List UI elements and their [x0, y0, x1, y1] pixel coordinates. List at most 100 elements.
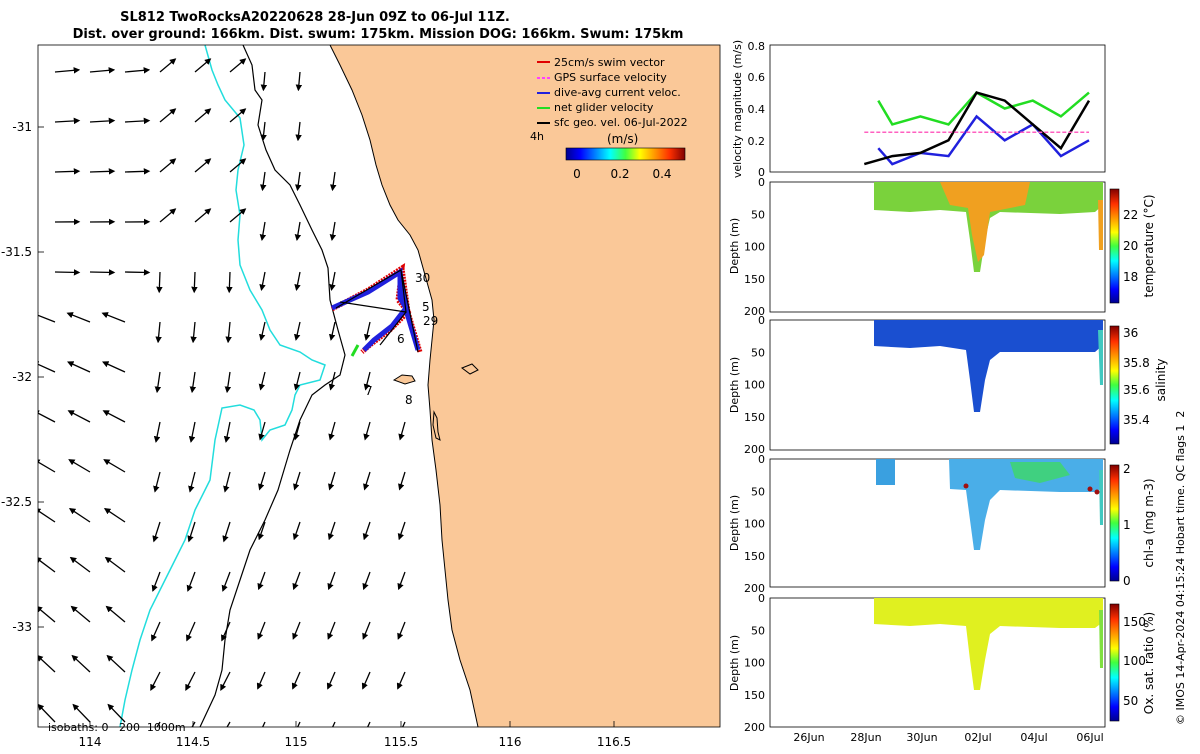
colorbar-tick: 0.4 [652, 167, 671, 181]
map-y-tick: -32 [12, 370, 32, 384]
chl-peak-marker [1095, 490, 1100, 495]
temperature-panel: 22 20 18 temperature (°C) [770, 182, 1156, 312]
map-y-tick: -31.5 [1, 245, 32, 259]
date-tick: 28Jun [850, 731, 881, 744]
date-tick: 04Jul [1020, 731, 1047, 744]
map-x-tick: 116.5 [597, 735, 631, 749]
cbar-tick: 35.4 [1123, 413, 1150, 427]
depth-ylabel: Depth (m) [728, 635, 741, 691]
depth-ylabel: Depth (m) [728, 495, 741, 551]
map-y-ticks: -31 -31.5 -32 -32.5 -33 [1, 120, 32, 634]
cbar-label: Ox. sat. ratio (%) [1142, 612, 1156, 714]
depth-tick: 100 [744, 379, 765, 392]
depth-tick: 50 [751, 624, 765, 637]
hours-label: 4h [530, 130, 544, 143]
credit-text: © IMOS 14-Apr-2024 04:15:24 Hobart time.… [1174, 411, 1187, 725]
day-label: 29 [423, 314, 438, 328]
depth-ylabel: Depth (m) [728, 357, 741, 413]
cbar-tick: 35.6 [1123, 383, 1150, 397]
cbar-tick: 20 [1123, 239, 1138, 253]
chl-peak-marker [964, 484, 969, 489]
depth-tick: 0 [758, 176, 765, 189]
day-label: 30 [415, 271, 430, 285]
oxygen-colorbar [1110, 604, 1119, 721]
map-panel: 30 5 29 6 7 8 114 114.5 115 115.5 116 11… [1, 45, 720, 749]
map-x-tick: 115.5 [384, 735, 418, 749]
date-tick: 06Jul [1076, 731, 1103, 744]
title-line-2: Dist. over ground: 166km. Dist. swum: 17… [73, 27, 684, 42]
chlorophyll-panel: 2 1 0 chl-a (mg m-3) [770, 459, 1156, 588]
velocity-y-ticks: 0 0.2 0.4 0.6 0.8 [748, 40, 766, 179]
legend-label: sfc geo. vel. 06-Jul-2022 [554, 116, 688, 129]
speed-colorbar [566, 148, 685, 160]
map-x-tick: 114 [79, 735, 102, 749]
depth-tick: 50 [751, 208, 765, 221]
date-tick: 26Jun [793, 731, 824, 744]
depth-tick: 50 [751, 346, 765, 359]
legend-label: 25cm/s swim vector [554, 56, 665, 69]
temperature-colorbar [1110, 189, 1119, 303]
map-x-tick: 116 [499, 735, 522, 749]
depth-tick: 0 [758, 453, 765, 466]
title-line-1: SL812 TwoRocksA20220628 28-Jun 09Z to 06… [120, 10, 510, 25]
cbar-tick: 35.8 [1123, 356, 1150, 370]
cbar-tick: 50 [1123, 694, 1138, 708]
oxygen-panel: 150 100 50 Ox. sat. ratio (%) [770, 598, 1156, 727]
velocity-arrow [125, 272, 149, 273]
depth-tick: 150 [744, 273, 765, 286]
day-label: 7 [365, 384, 373, 398]
cbar-label: chl-a (mg m-3) [1142, 478, 1156, 567]
velocity-arrow [194, 272, 195, 292]
date-tick: 02Jul [964, 731, 991, 744]
isobaths-label: isobaths: 0 200 1000m [48, 721, 186, 734]
map-x-tick: 115 [285, 735, 308, 749]
colorbar-tick: 0 [573, 167, 581, 181]
legend-label: dive-avg current veloc. [554, 86, 681, 99]
velocity-arrow [90, 171, 114, 172]
velocity-arrow [229, 272, 230, 292]
colorbar-unit: (m/s) [607, 132, 638, 146]
vel-y-tick: 0.6 [748, 71, 766, 84]
velocity-arrow [159, 272, 160, 292]
velocity-ylabel: velocity magnitude (m/s) [731, 40, 744, 178]
velocity-arrow [125, 171, 149, 172]
cbar-tick: 1 [1123, 518, 1131, 532]
vel-y-tick: 0.8 [748, 40, 766, 53]
depth-tick: 0 [758, 314, 765, 327]
map-x-ticks: 114 114.5 115 115.5 116 116.5 [79, 735, 632, 749]
cbar-tick: 2 [1123, 462, 1131, 476]
map-y-tick: -32.5 [1, 495, 32, 509]
date-ticks: 26Jun 28Jun 30Jun 02Jul 04Jul 06Jul [793, 731, 1103, 744]
day-label: 5 [422, 300, 430, 314]
depth-tick: 200 [744, 721, 765, 734]
map-y-tick: -31 [12, 120, 32, 134]
depth-tick: 100 [744, 241, 765, 254]
chl-peak-marker [1088, 487, 1093, 492]
depth-ylabel: Depth (m) [728, 218, 741, 274]
depth-tick: 150 [744, 411, 765, 424]
cbar-label: temperature (°C) [1142, 195, 1156, 298]
cbar-tick: 18 [1123, 270, 1138, 284]
map-x-tick: 114.5 [176, 735, 210, 749]
legend-label: GPS surface velocity [554, 71, 667, 84]
colorbar-tick: 0.2 [610, 167, 629, 181]
depth-tick: 100 [744, 518, 765, 531]
depth-tick: 50 [751, 485, 765, 498]
cbar-label: salinity [1154, 358, 1168, 401]
day-label: 8 [405, 393, 413, 407]
map-y-tick: -33 [12, 620, 32, 634]
depth-tick: 0 [758, 592, 765, 605]
depth-tick: 150 [744, 550, 765, 563]
depth-axes: Depth (m) Depth (m) Depth (m) Depth (m) … [728, 176, 765, 734]
velocity-panel: 0 0.2 0.4 0.6 0.8 velocity magnitude (m/… [731, 40, 1105, 179]
depth-tick: 150 [744, 689, 765, 702]
cbar-tick: 22 [1123, 208, 1138, 222]
cbar-tick: 0 [1123, 574, 1131, 588]
velocity-arrow [90, 272, 114, 273]
chl-colorbar [1110, 465, 1119, 581]
velocity-arrow [55, 272, 79, 273]
depth-tick: 100 [744, 657, 765, 670]
salinity-panel: 36 35.8 35.6 35.4 salinity [770, 320, 1168, 450]
chl-early-segment [876, 459, 895, 485]
